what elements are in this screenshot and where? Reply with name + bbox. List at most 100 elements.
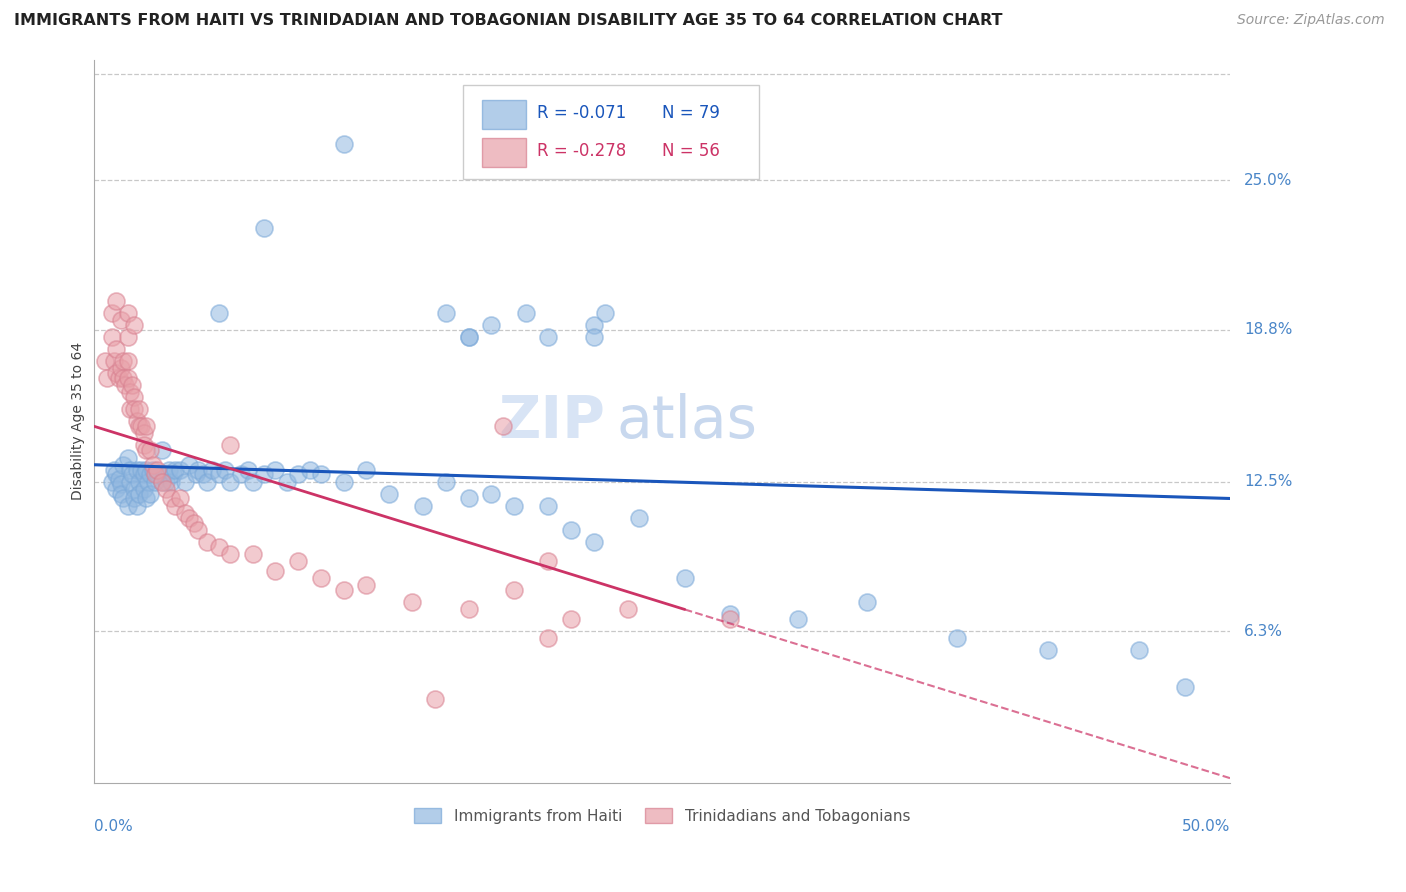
Point — [718, 612, 741, 626]
Point — [135, 419, 157, 434]
Point — [105, 342, 128, 356]
Point — [132, 438, 155, 452]
Point — [105, 482, 128, 496]
Point — [169, 462, 191, 476]
Point — [105, 293, 128, 308]
Point — [298, 462, 321, 476]
Point — [132, 482, 155, 496]
Text: 50.0%: 50.0% — [1182, 819, 1230, 834]
Point — [287, 554, 309, 568]
Text: IMMIGRANTS FROM HAITI VS TRINIDADIAN AND TOBAGONIAN DISABILITY AGE 35 TO 64 CORR: IMMIGRANTS FROM HAITI VS TRINIDADIAN AND… — [14, 13, 1002, 29]
Point — [1038, 643, 1060, 657]
Point — [117, 330, 139, 344]
Point — [481, 318, 503, 332]
Point — [125, 414, 148, 428]
Point — [105, 366, 128, 380]
Point — [121, 467, 143, 482]
Point — [537, 330, 560, 344]
Point — [537, 554, 560, 568]
Point — [124, 402, 146, 417]
Point — [150, 443, 173, 458]
Point — [110, 486, 132, 500]
Point — [276, 475, 298, 489]
Text: N = 56: N = 56 — [662, 142, 720, 160]
Point — [582, 330, 605, 344]
Point — [150, 475, 173, 489]
Text: 25.0%: 25.0% — [1244, 173, 1292, 187]
Point — [332, 475, 354, 489]
Point — [855, 595, 877, 609]
Point — [107, 371, 129, 385]
Point — [118, 462, 141, 476]
Point — [457, 330, 479, 344]
Point — [1174, 680, 1197, 694]
Point — [142, 462, 165, 476]
Point — [177, 458, 200, 472]
Point — [457, 602, 479, 616]
Point — [117, 450, 139, 465]
Point — [160, 475, 183, 489]
Text: 0.0%: 0.0% — [94, 819, 132, 834]
Point — [560, 523, 582, 537]
Point — [118, 475, 141, 489]
Point — [132, 426, 155, 441]
Point — [124, 318, 146, 332]
Point — [165, 462, 187, 476]
Point — [135, 462, 157, 476]
Point — [121, 378, 143, 392]
Point — [219, 438, 242, 452]
Point — [356, 462, 378, 476]
Point — [201, 462, 224, 476]
Point — [143, 467, 166, 482]
Point — [492, 419, 515, 434]
Point — [155, 482, 177, 496]
Point — [582, 535, 605, 549]
Point — [173, 506, 195, 520]
Point — [146, 467, 169, 482]
Point — [183, 516, 205, 530]
Point — [378, 486, 401, 500]
Point — [132, 467, 155, 482]
Point — [118, 402, 141, 417]
Point — [628, 510, 651, 524]
Legend: Immigrants from Haiti, Trinidadians and Tobagonians: Immigrants from Haiti, Trinidadians and … — [408, 802, 917, 830]
Point — [114, 378, 136, 392]
Point — [112, 354, 135, 368]
Point — [128, 419, 150, 434]
Point — [617, 602, 640, 616]
Text: 12.5%: 12.5% — [1244, 475, 1292, 489]
Point — [332, 136, 354, 151]
Point — [309, 571, 332, 585]
Point — [169, 491, 191, 506]
Point — [139, 443, 162, 458]
Point — [187, 462, 209, 476]
Point — [112, 458, 135, 472]
Point — [100, 330, 122, 344]
Point — [287, 467, 309, 482]
Point — [136, 475, 159, 489]
Point — [207, 306, 229, 320]
Point — [787, 612, 810, 626]
Point — [117, 499, 139, 513]
Point — [153, 467, 176, 482]
Point — [673, 571, 696, 585]
Point — [537, 632, 560, 646]
Point — [117, 354, 139, 368]
Point — [503, 499, 526, 513]
Point — [177, 510, 200, 524]
Point — [238, 462, 260, 476]
Point — [457, 491, 479, 506]
Point — [160, 491, 183, 506]
Point — [135, 443, 157, 458]
Point — [457, 330, 479, 344]
Point — [124, 491, 146, 506]
Point — [423, 691, 446, 706]
Point — [264, 462, 287, 476]
Point — [128, 475, 150, 489]
Point — [253, 221, 276, 235]
Point — [124, 482, 146, 496]
Point — [207, 467, 229, 482]
Point — [191, 467, 214, 482]
Point — [128, 402, 150, 417]
Point — [356, 578, 378, 592]
